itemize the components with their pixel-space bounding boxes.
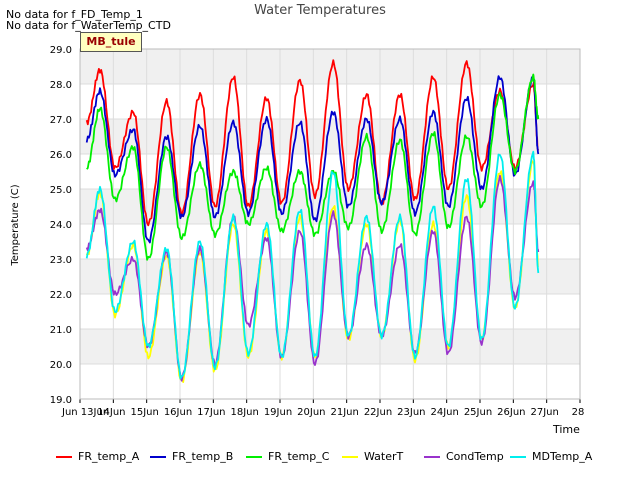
y-tick-label: 19.0 xyxy=(50,395,72,406)
y-tick-label: 22.0 xyxy=(50,290,72,301)
x-tick-label: 16Jun xyxy=(164,407,192,418)
legend-label: FR_temp_B xyxy=(172,450,234,463)
x-tick-label: 25Jun xyxy=(464,407,492,418)
legend-item-fr-temp-a: FR_temp_A xyxy=(56,450,139,463)
x-tick-label: 26Jun xyxy=(497,407,525,418)
x-tick-label: Jun 13Jun xyxy=(61,407,109,418)
x-tick-label: 24Jun xyxy=(430,407,458,418)
x-tick-label: 20Jun xyxy=(297,407,325,418)
y-tick-label: 27.0 xyxy=(50,115,72,126)
x-tick-label: 17Jun xyxy=(197,407,225,418)
y-axis-label: Temperature (C) xyxy=(10,184,21,266)
y-tick-label: 28.0 xyxy=(50,80,72,91)
legend-swatch xyxy=(150,456,166,458)
legend-item-condtemp: CondTemp xyxy=(424,450,504,463)
legend-swatch xyxy=(424,456,440,458)
series-line-fr-temp-c xyxy=(86,73,540,261)
y-tick-label: 21.0 xyxy=(50,325,72,336)
legend-label: CondTemp xyxy=(446,450,504,463)
series-line-mdtemp-a xyxy=(85,150,540,380)
x-tick-label: 21Jun xyxy=(330,407,358,418)
x-tick-label: 15Jun xyxy=(130,407,158,418)
chart-title: Water Temperatures xyxy=(254,3,386,18)
legend-item-watert: WaterT xyxy=(342,450,403,463)
x-tick-label: 23Jun xyxy=(397,407,425,418)
site-badge: MB_tule xyxy=(80,32,142,52)
x-tick-label: 27Jun xyxy=(530,407,558,418)
legend-swatch xyxy=(342,456,358,458)
y-tick-label: 29.0 xyxy=(50,45,72,56)
plot-band xyxy=(80,259,580,294)
legend-item-mdtemp-a: MDTemp_A xyxy=(510,450,592,463)
chart-legend: FR_temp_A FR_temp_B FR_temp_C WaterT CondTem… xyxy=(0,450,640,472)
no-data-note-1: No data for f_FD_Temp_1 xyxy=(6,8,143,21)
series-line-fr-temp-a xyxy=(85,59,540,227)
x-tick-label: 18Jun xyxy=(230,407,258,418)
y-tick-label: 20.0 xyxy=(50,360,72,371)
legend-swatch xyxy=(56,456,72,458)
y-tick-label: 23.0 xyxy=(50,255,72,266)
x-axis-label: Time xyxy=(552,423,580,436)
x-tick-label: 19Jun xyxy=(264,407,292,418)
legend-item-fr-temp-b: FR_temp_B xyxy=(150,450,233,463)
y-tick-label: 25.0 xyxy=(50,185,72,196)
legend-label: FR_temp_A xyxy=(78,450,140,463)
x-tick-label: 22Jun xyxy=(364,407,392,418)
legend-label: WaterT xyxy=(364,450,404,463)
no-data-note-2: No data for f_WaterTemp_CTD xyxy=(6,19,171,32)
plot-band xyxy=(80,49,580,84)
legend-swatch xyxy=(510,456,526,458)
y-tick-label: 24.0 xyxy=(50,220,72,231)
y-tick-label: 26.0 xyxy=(50,150,72,161)
x-tick-label: 14Jun xyxy=(97,407,125,418)
legend-swatch xyxy=(246,456,262,458)
x-tick-label: 28 xyxy=(572,407,585,418)
plot-band xyxy=(80,329,580,364)
series-line-fr-temp-b xyxy=(85,74,540,244)
plot-frame xyxy=(79,48,581,400)
legend-item-fr-temp-c: FR_temp_C xyxy=(246,450,329,463)
legend-label: FR_temp_C xyxy=(268,450,330,463)
legend-label: MDTemp_A xyxy=(532,450,593,463)
